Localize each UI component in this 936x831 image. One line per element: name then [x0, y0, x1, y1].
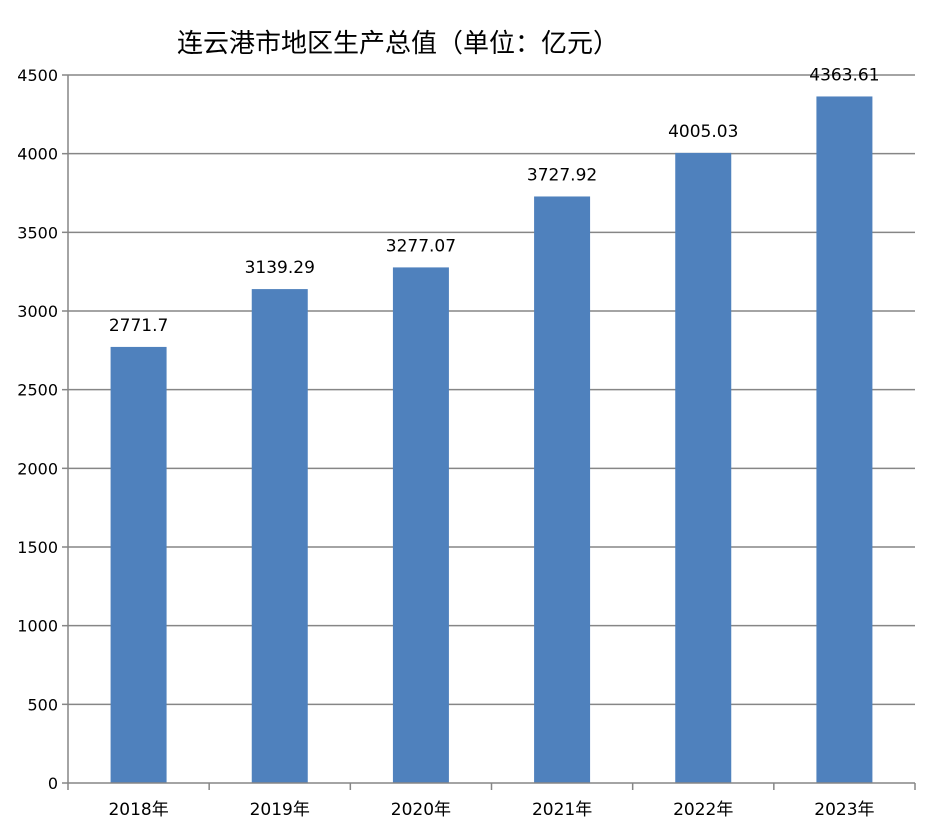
y-tick-label: 2500: [17, 381, 58, 400]
bar: [110, 346, 167, 783]
axes: [62, 74, 916, 790]
data-label: 3727.92: [527, 165, 597, 185]
x-tick-label: 2018年: [108, 800, 168, 820]
y-tick-label: 0: [48, 774, 58, 793]
y-tick-label: 2000: [17, 459, 58, 478]
x-tick-label: 2023年: [814, 800, 874, 820]
bar: [816, 96, 873, 784]
y-tick-label: 3500: [17, 223, 58, 242]
y-tick-label: 1000: [17, 617, 58, 636]
labels: 0 500 1000 1500 2000 2500 3000 3500 4000 4500 2771…: [17, 65, 879, 820]
data-label: 3277.07: [386, 236, 456, 256]
y-tick-label: 3000: [17, 302, 58, 321]
y-tick-label: 1500: [17, 538, 58, 557]
chart-title: 连云港市地区生产总值（单位：亿元）: [177, 29, 619, 59]
y-tick-label: 4500: [17, 66, 58, 85]
data-label: 4363.61: [809, 65, 879, 85]
bars: [110, 96, 873, 784]
x-tick-label: 2022年: [673, 800, 733, 820]
bar: [392, 267, 449, 783]
bar: [675, 152, 732, 784]
y-tick-label: 500: [27, 695, 58, 714]
data-label: 2771.7: [109, 316, 168, 336]
x-tick-label: 2020年: [391, 800, 451, 820]
x-tick-label: 2021年: [532, 800, 592, 820]
gridlines: [68, 74, 915, 706]
bar: [251, 289, 308, 783]
y-tick-label: 4000: [17, 145, 58, 164]
bar: [534, 196, 591, 783]
data-label: 3139.29: [245, 258, 315, 278]
x-tick-label: 2019年: [250, 800, 310, 820]
data-label: 4005.03: [668, 122, 738, 142]
